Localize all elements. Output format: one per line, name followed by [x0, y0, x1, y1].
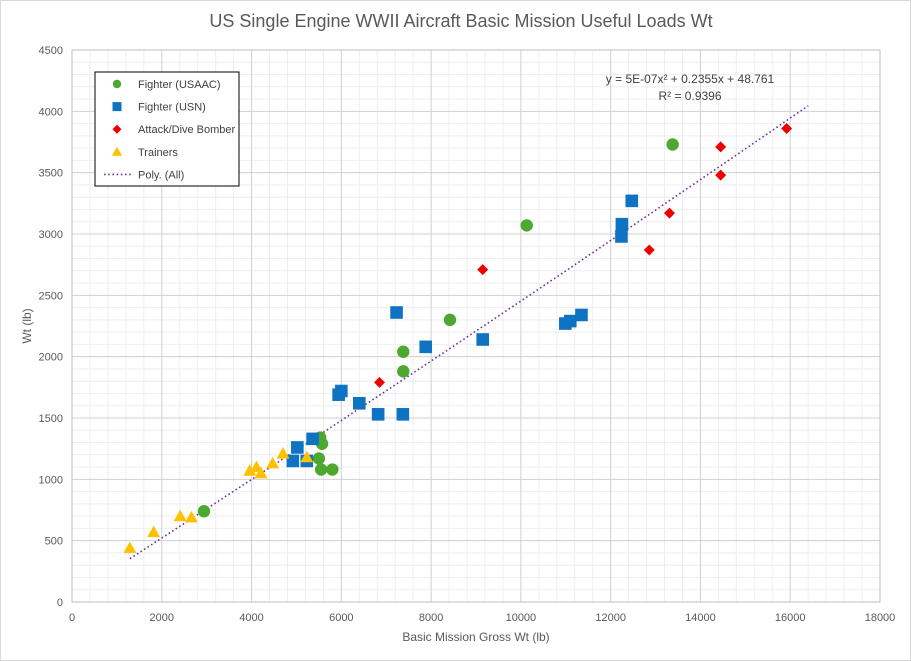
legend-item-attack-dive-bomber: Attack/Dive Bomber [112, 124, 236, 136]
legend-item-fighter-usaac: Fighter (USAAC) [112, 79, 221, 91]
point-fighter-usn [419, 340, 433, 354]
point-fighter-usn [390, 306, 403, 319]
point-attack-dive-bomber [373, 376, 385, 388]
trendline-equation: y = 5E-07x² + 0.2355x + 48.761 R² = 0.93… [606, 72, 775, 103]
point-fighter-usn [396, 408, 410, 421]
point-trainers [147, 525, 161, 538]
y-axis-ticks: 0 500 1000 1500 2000 2500 3000 3500 4000 4500 [39, 45, 63, 609]
point-trainers [300, 450, 314, 463]
y-axis-label: Wt (lb) [20, 308, 34, 343]
legend-marker [112, 79, 122, 89]
point-fighter-usn [615, 217, 629, 231]
y-tick-label: 0 [57, 597, 63, 609]
y-tick-label: 3000 [39, 229, 63, 241]
legend-item-trainers: Trainers [112, 146, 178, 159]
point-fighter-usn [286, 454, 300, 468]
point-fighter-usn [476, 333, 490, 346]
x-axis-label: Basic Mission Gross Wt (lb) [402, 630, 549, 644]
legend-marker [112, 124, 122, 134]
point-fighter-usaac [397, 365, 410, 378]
x-tick-label: 14000 [685, 612, 716, 624]
legend: Fighter (USAAC) Fighter (USN) Attack/Dive … [94, 71, 240, 187]
y-tick-label: 2500 [39, 290, 63, 302]
point-fighter-usaac [397, 345, 410, 358]
point-attack-dive-bomber [781, 123, 793, 135]
point-fighter-usaac [197, 505, 211, 518]
point-trainers [276, 447, 290, 459]
point-fighter-usaac [312, 452, 326, 465]
point-attack-dive-bomber [643, 244, 655, 256]
point-fighter-usaac [666, 138, 679, 151]
legend-label: Poly. (All) [138, 169, 184, 181]
legend-item-fighter-usn: Fighter (USN) [112, 102, 206, 114]
x-tick-label: 10000 [506, 612, 537, 624]
y-tick-label: 1500 [39, 413, 63, 425]
x-tick-label: 8000 [419, 612, 443, 624]
point-fighter-usn [371, 408, 385, 421]
point-fighter-usn [335, 384, 348, 398]
point-trainers [184, 510, 198, 523]
point-fighter-usn [615, 230, 628, 243]
point-trainers [243, 464, 257, 476]
trendline-poly-all [129, 105, 809, 560]
trendline-r-squared: R² = 0.9396 [658, 89, 721, 103]
point-fighter-usaac [326, 463, 339, 476]
x-tick-label: 2000 [150, 612, 174, 624]
legend-marker [112, 146, 122, 156]
trendline-equation-text: y = 5E-07x² + 0.2355x + 48.761 [606, 72, 775, 86]
y-tick-label: 4000 [39, 106, 63, 118]
data-markers [123, 123, 793, 554]
y-tick-label: 4500 [39, 45, 63, 57]
point-fighter-usn [563, 314, 577, 328]
point-fighter-usn [625, 194, 639, 208]
x-tick-label: 0 [69, 612, 75, 624]
point-fighter-usn [291, 441, 304, 454]
x-tick-label: 12000 [595, 612, 626, 624]
legend-item-trendline: Poly. (All) [104, 169, 184, 181]
x-tick-label: 6000 [329, 612, 353, 624]
point-fighter-usaac [315, 437, 329, 450]
legend-label: Attack/Dive Bomber [138, 124, 236, 136]
x-tick-label: 4000 [239, 612, 263, 624]
y-tick-label: 3500 [39, 168, 63, 180]
legend-label: Fighter (USAAC) [138, 79, 221, 91]
y-tick-label: 1000 [39, 474, 63, 486]
legend-label: Fighter (USN) [138, 102, 206, 114]
x-tick-label: 18000 [865, 612, 896, 624]
legend-marker [112, 102, 122, 112]
plot-area [71, 49, 881, 603]
point-trainers [173, 509, 187, 522]
x-axis-ticks: 0 2000 4000 6000 8000 10000 12000 14000 16000 180… [69, 612, 895, 624]
point-attack-dive-bomber [477, 264, 489, 276]
point-fighter-usn [306, 432, 319, 446]
y-tick-label: 2000 [39, 352, 63, 364]
point-fighter-usn [352, 396, 366, 410]
point-fighter-usaac [520, 219, 533, 232]
point-trainers [254, 466, 268, 479]
point-trainers [123, 541, 137, 554]
x-tick-label: 16000 [775, 612, 806, 624]
point-fighter-usaac [443, 313, 457, 327]
point-attack-dive-bomber [715, 141, 727, 153]
legend-label: Trainers [138, 147, 178, 159]
point-fighter-usaac [314, 463, 328, 476]
point-attack-dive-bomber [715, 169, 727, 181]
y-tick-label: 500 [45, 536, 63, 548]
point-fighter-usn [575, 308, 588, 322]
chart-title: US Single Engine WWII Aircraft Basic Mis… [209, 11, 712, 31]
point-attack-dive-bomber [663, 207, 675, 219]
point-trainers [266, 456, 280, 469]
